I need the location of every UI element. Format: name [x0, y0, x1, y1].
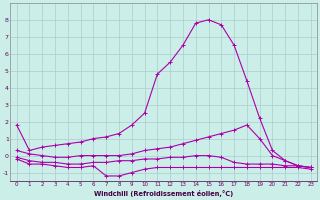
- X-axis label: Windchill (Refroidissement éolien,°C): Windchill (Refroidissement éolien,°C): [94, 190, 233, 197]
